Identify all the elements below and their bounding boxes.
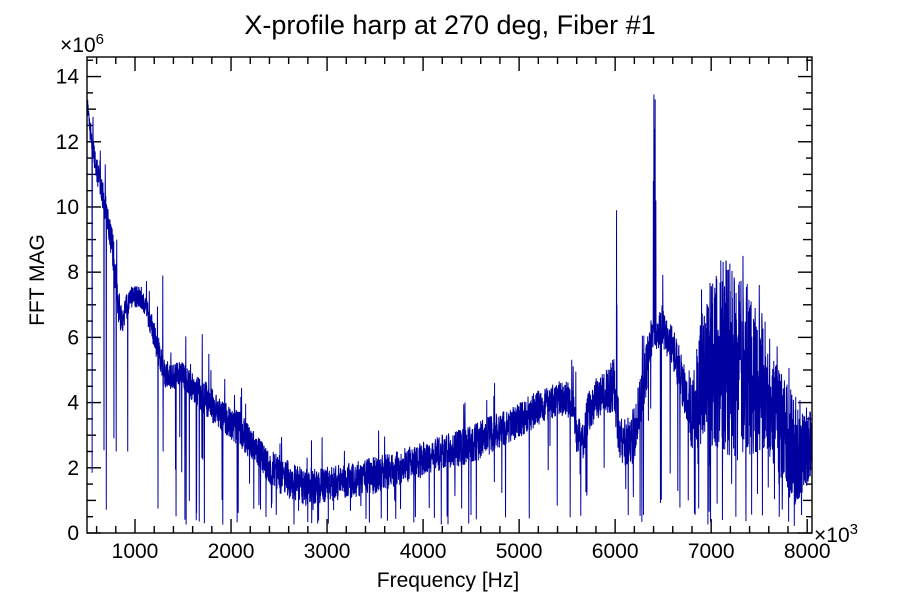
x-tick-label: 7000: [688, 540, 735, 563]
y-tick-label: 12: [56, 131, 79, 154]
x-axis-multiplier-base: ×10: [814, 524, 850, 547]
x-tick-label: 3000: [304, 540, 351, 563]
x-tick-label: 4000: [400, 540, 447, 563]
x-tick-label: 8000: [784, 540, 831, 563]
y-axis-multiplier-base: ×10: [60, 34, 96, 57]
x-tick-label: 2000: [208, 540, 255, 563]
y-tick-label: 0: [67, 522, 79, 545]
y-tick-label: 6: [67, 326, 79, 349]
x-tick-label: 5000: [496, 540, 543, 563]
y-tick-label: 14: [56, 66, 80, 89]
y-axis-multiplier: ×106: [60, 31, 104, 57]
y-axis-multiplier-exponent: 6: [96, 31, 104, 48]
y-tick-label: 8: [67, 261, 79, 284]
chart-title: X-profile harp at 270 deg, Fiber #1: [244, 10, 655, 40]
x-tick-label: 6000: [592, 540, 639, 563]
fft-series-line: [87, 94, 812, 526]
x-tick-label: 1000: [112, 540, 159, 563]
plot-frame: [86, 56, 813, 534]
axis-tick-labels: 1000 2000 3000 4000 5000 6000 7000 8000 0 2 4 6 8 10 1…: [56, 66, 831, 563]
y-tick-label: 2: [67, 457, 79, 480]
axis-ticks: [87, 57, 812, 534]
y-axis-title: FFT MAG: [26, 234, 49, 326]
x-axis-multiplier: ×103: [814, 521, 858, 547]
x-axis-multiplier-exponent: 3: [850, 521, 858, 538]
y-tick-label: 10: [56, 196, 79, 219]
y-tick-label: 4: [67, 392, 79, 415]
x-axis-title: Frequency [Hz]: [377, 569, 519, 592]
